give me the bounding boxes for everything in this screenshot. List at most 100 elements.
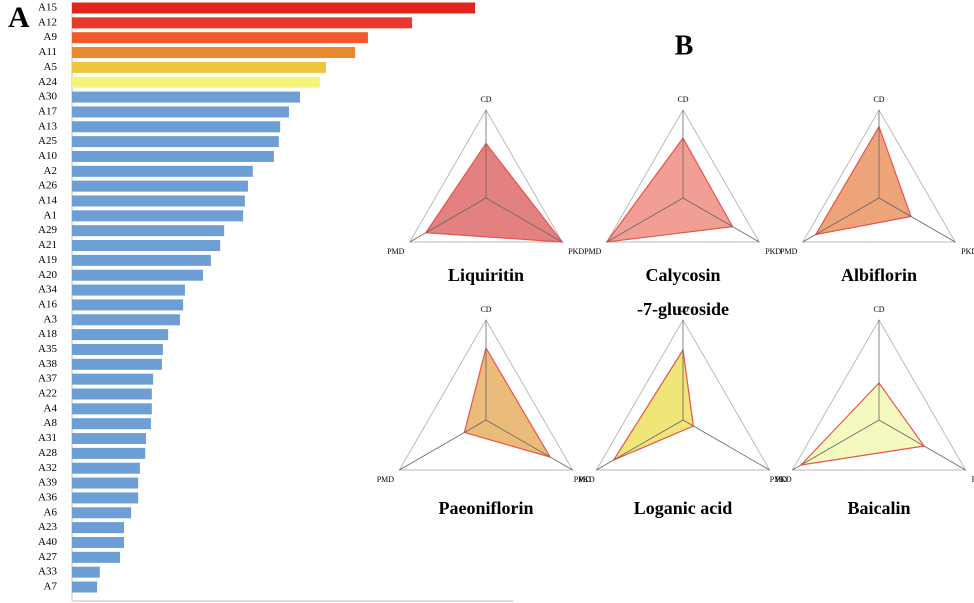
radar-spoke xyxy=(802,197,880,243)
bar xyxy=(72,314,181,326)
y-tick-label: A37 xyxy=(38,373,57,385)
radar-frame xyxy=(791,318,967,471)
bar xyxy=(72,418,151,430)
radar-frame xyxy=(605,108,761,243)
bar xyxy=(72,551,121,563)
bar xyxy=(72,106,289,118)
bar xyxy=(72,329,169,341)
radar-title: Paeoniflorin xyxy=(438,498,534,518)
axis-label: PMD xyxy=(377,475,395,484)
bar xyxy=(72,150,274,162)
radar-spoke xyxy=(878,419,966,471)
panel-label: A xyxy=(8,1,30,34)
axis-label: PMD xyxy=(387,247,405,256)
radar-area xyxy=(463,346,552,458)
y-tick-label: A15 xyxy=(38,2,57,14)
axis-label: PKD xyxy=(972,475,974,484)
bar xyxy=(72,76,320,88)
radar-frame xyxy=(595,318,771,471)
bar xyxy=(72,269,203,281)
y-tick-label: A4 xyxy=(44,402,58,414)
bar xyxy=(72,136,279,148)
radar-title: Baicalin xyxy=(847,498,911,518)
bar xyxy=(72,2,476,14)
bar xyxy=(72,17,413,29)
y-tick-label: A26 xyxy=(38,180,57,192)
y-tick-label: A11 xyxy=(38,46,57,58)
radar-spoke xyxy=(409,197,487,243)
radar-spoke xyxy=(596,419,684,471)
y-tick-label: A13 xyxy=(38,120,57,132)
bar xyxy=(72,536,125,548)
radar-area xyxy=(799,382,926,466)
y-tick-label: A34 xyxy=(38,284,57,296)
y-tick-label: A16 xyxy=(38,298,57,310)
radar-frame xyxy=(801,108,957,243)
axis-label: PMD xyxy=(574,475,592,484)
bar xyxy=(72,507,132,519)
y-tick-label: A22 xyxy=(38,388,57,400)
axis-label: PKD xyxy=(961,247,974,256)
y-tick-label: A3 xyxy=(44,313,58,325)
bar xyxy=(72,373,154,385)
bar xyxy=(72,403,152,415)
y-tick-label: A33 xyxy=(38,566,57,578)
bar xyxy=(72,195,245,207)
bar xyxy=(72,32,368,44)
bar xyxy=(72,462,140,474)
axis-label: CD xyxy=(873,95,884,104)
y-tick-label: A32 xyxy=(38,462,57,474)
y-tick-label: A1 xyxy=(44,209,57,221)
bar xyxy=(72,240,221,252)
bar xyxy=(72,433,147,445)
y-tick-label: A6 xyxy=(44,506,58,518)
y-tick-label: A8 xyxy=(44,417,58,429)
axis-label: PKD xyxy=(579,475,595,484)
y-tick-label: A35 xyxy=(38,343,57,355)
bar xyxy=(72,492,139,504)
bar xyxy=(72,581,98,593)
radar-spoke xyxy=(682,419,770,471)
bar xyxy=(72,180,248,192)
bar xyxy=(72,61,327,73)
y-tick-label: A40 xyxy=(38,536,57,548)
y-tick-label: A2 xyxy=(44,165,57,177)
y-tick-label: A14 xyxy=(38,195,57,207)
axis-label: PKD xyxy=(776,475,792,484)
radar-spoke xyxy=(399,419,487,471)
radar-frame xyxy=(398,318,574,471)
y-tick-label: A36 xyxy=(38,491,57,503)
radar-spoke xyxy=(792,419,880,471)
radar-spoke xyxy=(606,197,684,243)
axis-label: PKD xyxy=(568,247,584,256)
axis-label: CD xyxy=(873,305,884,314)
bar xyxy=(72,358,162,370)
radar-title: Liquiritin xyxy=(447,265,525,285)
bar xyxy=(72,91,300,103)
y-tick-label: A39 xyxy=(38,477,57,489)
y-tick-label: A29 xyxy=(38,224,57,236)
y-tick-label: A10 xyxy=(38,150,57,162)
bar xyxy=(72,210,244,222)
axis-label: CD xyxy=(480,95,491,104)
bar xyxy=(72,343,163,355)
y-tick-label: A21 xyxy=(38,239,57,251)
radar-frame xyxy=(408,108,564,243)
radar-area xyxy=(605,137,734,243)
radar-title: Albiflorin xyxy=(840,265,917,285)
axis-label: PMD xyxy=(770,475,788,484)
y-tick-label: A7 xyxy=(44,581,58,593)
y-tick-label: A17 xyxy=(38,105,57,117)
bar xyxy=(72,254,211,266)
radar-area xyxy=(612,348,695,462)
y-tick-label: A19 xyxy=(38,254,57,266)
axis-label: PKD xyxy=(765,247,781,256)
axis-label: CD xyxy=(677,95,688,104)
radar-spoke xyxy=(485,419,573,471)
y-tick-label: A18 xyxy=(38,328,57,340)
bar xyxy=(72,477,139,489)
y-tick-label: A30 xyxy=(38,91,57,103)
panel-label: B xyxy=(675,30,694,61)
